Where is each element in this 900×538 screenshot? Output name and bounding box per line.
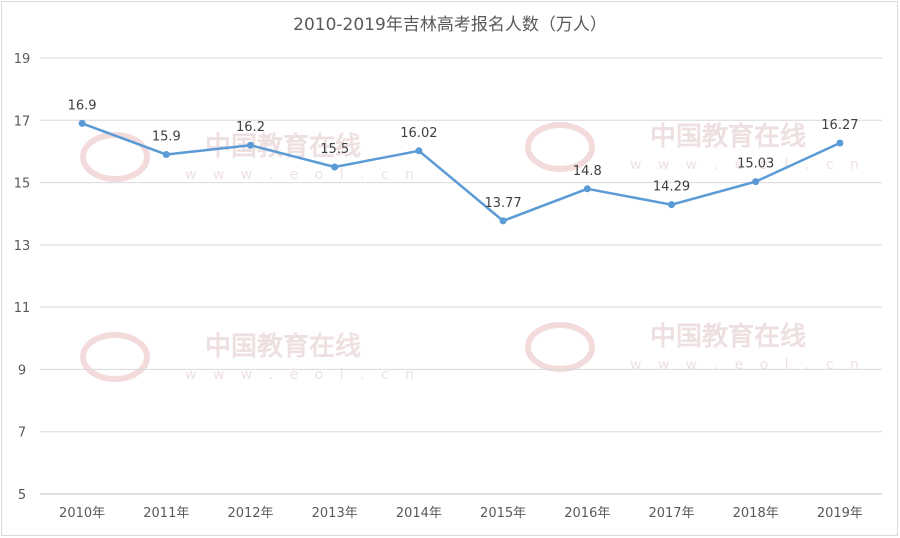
y-tick-label: 13 [14, 239, 31, 254]
gridlines [40, 57, 882, 495]
x-tick-label: 2010年 [59, 506, 105, 521]
y-tick-label: 15 [14, 177, 31, 192]
series-layer [78, 119, 844, 225]
data-point [162, 151, 170, 159]
x-tick-label: 2018年 [733, 506, 779, 521]
data-point [499, 217, 507, 225]
data-label: 13.77 [484, 196, 521, 211]
series-line [81, 122, 841, 223]
x-tick-label: 2015年 [480, 506, 526, 521]
y-tick-label: 19 [14, 52, 31, 67]
data-point [668, 201, 675, 209]
x-tick-label: 2019年 [817, 506, 863, 521]
watermark-text: 中国教育在线 [205, 331, 361, 362]
eol-logo-icon [80, 332, 150, 382]
x-tick-label: 2013年 [312, 506, 358, 521]
watermark: 中国教育在线 w w w . e o l . c n [80, 331, 420, 383]
y-axis: 5 7 9 11 13 15 17 19 [14, 52, 31, 503]
data-point [247, 141, 254, 149]
x-axis: 2010年 2011年 2012年 2013年 2014年 2015年 2016年 2017年… [59, 506, 863, 521]
data-label: 15.03 [737, 157, 774, 172]
data-label: 15.5 [320, 142, 349, 157]
x-tick-label: 2014年 [396, 506, 442, 521]
data-label: 14.8 [573, 164, 602, 179]
watermark-layer: 中国教育在线 w w w . e o l . c n 中国教育在线 w w w . e… [80, 121, 865, 383]
x-tick-label: 2017年 [648, 506, 694, 521]
x-tick-label: 2016年 [564, 506, 610, 521]
watermark-text: 中国教育在线 [650, 121, 806, 152]
data-label: 16.2 [236, 120, 265, 135]
data-label: 16.02 [400, 126, 437, 141]
x-tick-label: 2011年 [143, 506, 189, 521]
watermark-subtext: w w w . e o l . c n [185, 367, 420, 383]
watermark-text: 中国教育在线 [650, 321, 806, 352]
data-label: 16.9 [68, 98, 97, 113]
y-tick-label: 11 [14, 301, 31, 316]
eol-logo-icon [525, 322, 595, 372]
y-tick-label: 5 [18, 488, 26, 503]
data-point [415, 147, 423, 155]
eol-logo-icon [525, 122, 595, 172]
y-tick-label: 9 [18, 363, 26, 378]
data-label: 16.27 [821, 118, 858, 133]
data-point [836, 139, 844, 147]
chart-title: 2010-2019年吉林高考报名人数（万人） [293, 15, 607, 35]
watermark-subtext: w w w . e o l . c n [185, 167, 420, 183]
watermark-subtext: w w w . e o l . c n [630, 357, 865, 373]
data-point [331, 163, 339, 171]
watermark: 中国教育在线 w w w . e o l . c n [525, 321, 865, 373]
x-tick-label: 2012年 [227, 506, 273, 521]
data-labels: 16.9 15.9 16.2 15.5 16.02 13.77 14.8 14.29 15.03… [68, 98, 859, 210]
data-point [583, 185, 591, 193]
y-tick-label: 17 [14, 114, 31, 129]
data-label: 15.9 [152, 130, 181, 145]
data-point [752, 178, 760, 186]
data-label: 14.29 [653, 180, 690, 195]
y-tick-label: 7 [18, 426, 26, 441]
eol-logo-icon [80, 132, 150, 182]
data-point [78, 119, 86, 127]
